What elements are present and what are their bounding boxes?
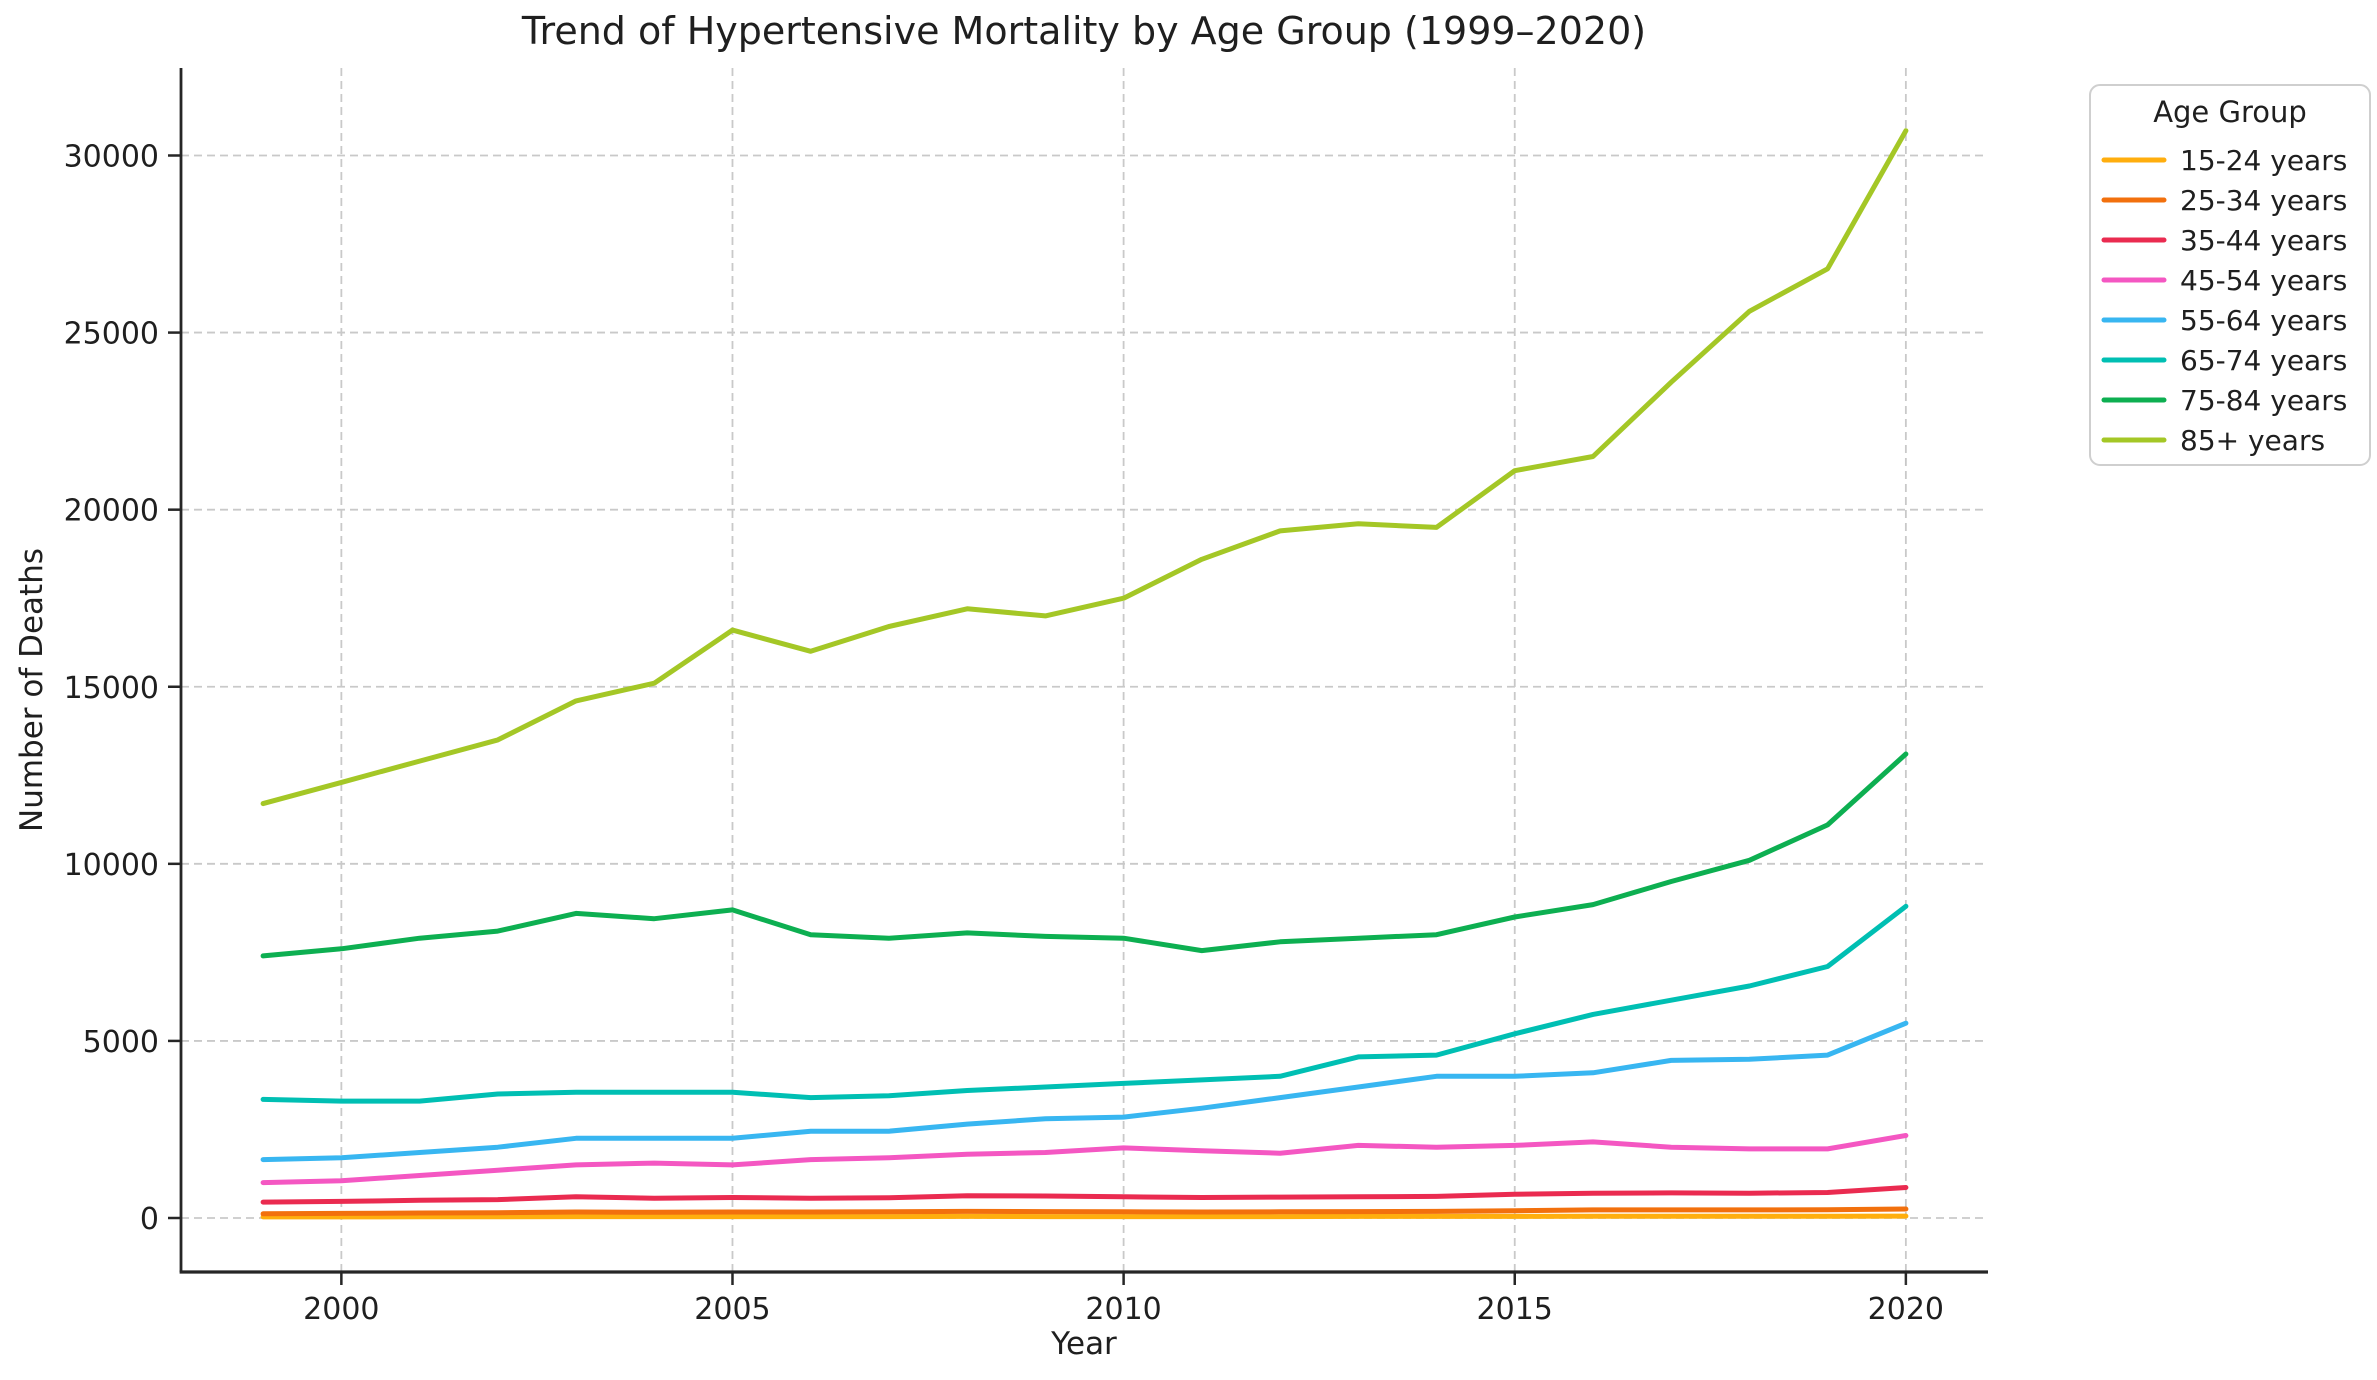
legend-label: 55-64 years: [2180, 304, 2347, 337]
x-axis-label: Year: [1050, 1326, 1117, 1362]
chart-title: Trend of Hypertensive Mortality by Age G…: [521, 9, 1646, 53]
gridlines: [181, 68, 1988, 1272]
series-line-65-74-years: [260, 903, 1909, 1104]
series-line-75-84-years: [260, 751, 1909, 959]
legend-item: 75-84 years: [2101, 384, 2347, 417]
legend-label: 15-24 years: [2180, 144, 2347, 177]
x-tick-label: 2005: [694, 1292, 770, 1327]
series-line-55-64-years: [260, 1020, 1909, 1163]
legend: Age Group 15-24 years 25-34 years 35-44 ye…: [2089, 84, 2371, 466]
legend-label: 65-74 years: [2180, 344, 2347, 377]
legend-label: 45-54 years: [2180, 264, 2347, 297]
data-series: [260, 128, 1909, 1220]
legend-item: 65-74 years: [2101, 344, 2347, 377]
legend-item: 25-34 years: [2101, 184, 2347, 217]
y-tick-label: 25000: [64, 317, 159, 352]
y-tick-label: 0: [140, 1202, 159, 1237]
x-tick-label: 2000: [303, 1292, 379, 1327]
series-line-45-54-years: [260, 1133, 1909, 1186]
y-tick-label: 15000: [64, 671, 159, 706]
legend-item: 35-44 years: [2101, 224, 2347, 257]
y-tick-label: 10000: [64, 848, 159, 883]
x-tick-label: 2020: [1868, 1292, 1944, 1327]
series-line-25-34-years: [260, 1206, 1909, 1217]
legend-label: 25-34 years: [2180, 184, 2347, 217]
legend-item: 15-24 years: [2101, 144, 2347, 177]
legend-title: Age Group: [2153, 95, 2307, 129]
series-line-15-24-years: [260, 1213, 1909, 1220]
legend-item: 45-54 years: [2101, 264, 2347, 297]
y-axis-label: Number of Deaths: [14, 548, 50, 832]
legend-label: 85+ years: [2180, 424, 2325, 457]
series-line-85-years: [260, 128, 1909, 807]
y-tick-label: 30000: [64, 140, 159, 175]
series-line-35-44-years: [260, 1185, 1909, 1205]
axes: 0 5000 10000 15000 20000 25000 30000 2000 2005 20…: [64, 68, 1988, 1327]
legend-item: 55-64 years: [2101, 304, 2347, 337]
legend-label: 35-44 years: [2180, 224, 2347, 257]
legend-label: 75-84 years: [2180, 384, 2347, 417]
x-tick-label: 2010: [1085, 1292, 1161, 1327]
legend-box: [2089, 84, 2371, 466]
legend-item: 85+ years: [2101, 424, 2325, 457]
x-tick-label: 2015: [1477, 1292, 1553, 1327]
y-tick-label: 20000: [64, 494, 159, 529]
y-tick-label: 5000: [83, 1025, 159, 1060]
